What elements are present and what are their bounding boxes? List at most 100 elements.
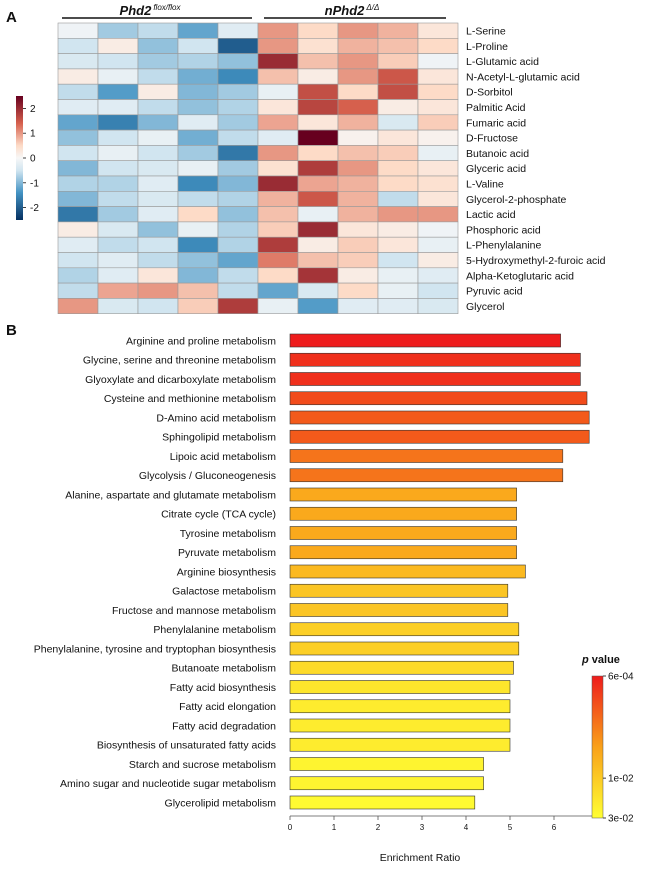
heatmap-colorbar-gradient: [16, 96, 23, 220]
heatmap-cell: [217, 282, 259, 299]
heatmap-row-label: Glycerol: [466, 301, 505, 313]
heatmap-cell: [417, 37, 459, 54]
heatmap-cell: [377, 53, 419, 70]
heatmap-cell: [297, 114, 339, 131]
heatmap-cell: [97, 206, 139, 223]
enrichment-bar: [289, 506, 517, 521]
heatmap-colorbar-tick-label: -2: [30, 203, 39, 214]
heatmap-row-label: N-Acetyl-L-glutamic acid: [466, 71, 580, 83]
heatmap-cell: [337, 53, 379, 70]
pathway-label: Tyrosine metabolism: [180, 528, 277, 540]
heatmap-cell: [337, 236, 379, 253]
pathway-label: Fatty acid biosynthesis: [170, 682, 276, 694]
heatmap-row-labels: L-Serine L-Proline L-Glutamic acid N-Acetyl…: [466, 25, 606, 312]
heatmap-cell: [57, 282, 99, 299]
pathway-label: Glyoxylate and dicarboxylate metabolism: [85, 374, 276, 386]
heatmap-cell: [97, 236, 139, 253]
enrichment-bar: [289, 776, 484, 791]
pathway-label: Galactose metabolism: [172, 586, 276, 598]
heatmap-cell: [97, 129, 139, 146]
heatmap-cell: [377, 236, 419, 253]
heatmap-cell: [417, 206, 459, 223]
heatmap-cell: [217, 83, 259, 100]
heatmap-cell: [137, 37, 179, 54]
heatmap-cell: [137, 221, 179, 238]
heatmap-cell: [257, 221, 299, 238]
heatmap-cell: [137, 206, 179, 223]
heatmap-cell: [177, 99, 219, 116]
heatmap-cell: [417, 114, 459, 131]
heatmap-cell: [97, 37, 139, 54]
heatmap-cell: [97, 160, 139, 177]
enrichment-bar: [289, 372, 581, 386]
heatmap-cell: [97, 267, 139, 284]
heatmap-cell: [337, 129, 379, 146]
enrichment-bar: [289, 603, 509, 617]
heatmap-cell: [417, 236, 459, 253]
heatmap-cell: [297, 236, 339, 253]
heatmap-cell: [257, 252, 299, 269]
group-phd2-name: Phd2: [120, 3, 153, 18]
heatmap-cell: [177, 129, 219, 146]
heatmap-cell: [377, 206, 419, 223]
heatmap-cell: [57, 83, 99, 100]
pvalue-legend-tick-label: 3e-02: [608, 814, 634, 825]
heatmap-cell: [377, 160, 419, 177]
heatmap-cell: [297, 282, 339, 299]
heatmap-cell: [57, 191, 99, 207]
heatmap-cell: [97, 114, 139, 131]
heatmap-cell: [257, 37, 299, 54]
pathway-label: Citrate cycle (TCA cycle): [161, 509, 276, 521]
heatmap-cell: [337, 252, 379, 269]
heatmap-cell: [57, 145, 99, 161]
heatmap-cell: [377, 252, 419, 269]
heatmap-cell: [137, 145, 179, 161]
heatmap-row-label: Pyruvic acid: [466, 286, 523, 298]
heatmap-cell: [297, 68, 339, 85]
heatmap-cell: [337, 282, 379, 299]
heatmap-cell: [57, 206, 99, 223]
enrichment-bar: [289, 429, 590, 444]
heatmap-cell: [257, 236, 299, 253]
heatmap-cell: [337, 99, 379, 116]
heatmap-cell: [217, 145, 259, 161]
heatmap-cell: [337, 191, 379, 207]
heatmap-cell: [57, 37, 99, 54]
enrichment-bar: [289, 545, 517, 560]
enrichment-bar: [289, 564, 526, 579]
pathway-label: Arginine biosynthesis: [177, 566, 276, 578]
enrichment-bar: [289, 391, 588, 406]
heatmap-cell: [297, 206, 339, 223]
heatmap-row-label: D-Fructose: [466, 133, 518, 145]
heatmap-cell: [337, 267, 379, 284]
heatmap-cell: [57, 99, 99, 116]
heatmap-row-label: Palmitic Acid: [466, 102, 526, 114]
heatmap-cell: [297, 129, 339, 146]
heatmap-cell: [337, 114, 379, 131]
pvalue-legend-title: p value: [581, 654, 620, 666]
heatmap-cell: [177, 282, 219, 299]
x-axis-tick-label: 0: [288, 823, 293, 832]
heatmap-cell: [137, 99, 179, 116]
heatmap-cell: [297, 298, 339, 314]
pathway-label: Glycerolipid metabolism: [165, 797, 277, 809]
heatmap-colorbar: 2 1 0 -1 -2: [16, 96, 39, 220]
heatmap-row-label: L-Proline: [466, 41, 508, 53]
pvalue-legend-tick-label: 1e-02: [608, 774, 634, 785]
pathway-label: Arginine and proline metabolism: [126, 335, 276, 347]
heatmap-row-label: Glycerol-2-phosphate: [466, 194, 567, 206]
heatmap-cell: [217, 206, 259, 223]
heatmap-cell: [257, 145, 299, 161]
heatmap-cell: [257, 282, 299, 299]
heatmap-cell: [257, 160, 299, 177]
pvalue-legend-title-prefix: p: [581, 654, 589, 666]
enrichment-bar: [289, 757, 484, 771]
heatmap-cell: [57, 175, 99, 192]
heatmap-cell: [177, 236, 219, 253]
pathway-label: Amino sugar and nucleotide sugar metabol…: [60, 778, 276, 790]
heatmap-cell: [417, 68, 459, 85]
heatmap-row-label: Butanoic acid: [466, 148, 529, 160]
heatmap-cell: [177, 252, 219, 269]
